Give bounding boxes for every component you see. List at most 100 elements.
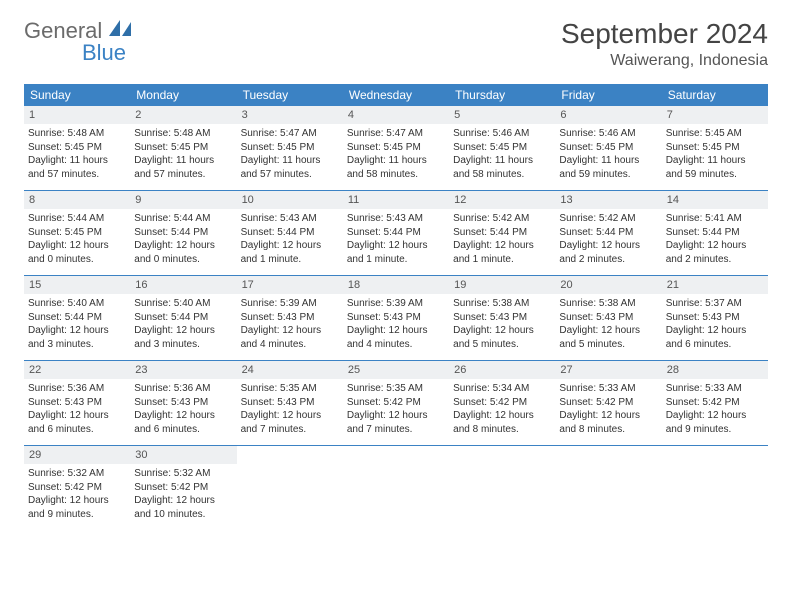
calendar-day-cell: 10Sunrise: 5:43 AMSunset: 5:44 PMDayligh… [237, 191, 343, 275]
daylight-line: Daylight: 12 hours and 7 minutes. [241, 409, 339, 436]
daylight-line: Daylight: 11 hours and 57 minutes. [241, 154, 339, 181]
sunset-line: Sunset: 5:44 PM [241, 226, 339, 240]
month-title: September 2024 [561, 18, 768, 50]
calendar-week: 15Sunrise: 5:40 AMSunset: 5:44 PMDayligh… [24, 276, 768, 361]
weekday-header-row: SundayMondayTuesdayWednesdayThursdayFrid… [24, 84, 768, 106]
sunset-line: Sunset: 5:43 PM [666, 311, 764, 325]
location-label: Waiwerang, Indonesia [561, 52, 768, 70]
calendar-day-cell: 13Sunrise: 5:42 AMSunset: 5:44 PMDayligh… [555, 191, 661, 275]
daylight-line: Daylight: 11 hours and 57 minutes. [134, 154, 232, 181]
day-number: 15 [24, 276, 130, 294]
calendar-day-cell: 21Sunrise: 5:37 AMSunset: 5:43 PMDayligh… [662, 276, 768, 360]
sunrise-line: Sunrise: 5:46 AM [453, 127, 551, 141]
calendar-day-cell: 1 Sunrise: 5:48 AMSunset: 5:45 PMDaylight… [24, 106, 130, 190]
daylight-line: Daylight: 12 hours and 3 minutes. [134, 324, 232, 351]
sunset-line: Sunset: 5:42 PM [666, 396, 764, 410]
calendar-day-cell: 27Sunrise: 5:33 AMSunset: 5:42 PMDayligh… [555, 361, 661, 445]
sunrise-line: Sunrise: 5:48 AM [134, 127, 232, 141]
calendar-day-cell: 2Sunrise: 5:48 AMSunset: 5:45 PMDaylight… [130, 106, 236, 190]
sunrise-line: Sunrise: 5:32 AM [134, 467, 232, 481]
day-number: 6 [555, 106, 661, 124]
day-number: 24 [237, 361, 343, 379]
day-number: 9 [130, 191, 236, 209]
calendar-day-cell: 4Sunrise: 5:47 AMSunset: 5:45 PMDaylight… [343, 106, 449, 190]
sunrise-line: Sunrise: 5:34 AM [453, 382, 551, 396]
daylight-line: Daylight: 12 hours and 6 minutes. [666, 324, 764, 351]
daylight-line: Daylight: 12 hours and 9 minutes. [28, 494, 126, 521]
day-number: 4 [343, 106, 449, 124]
daylight-line: Daylight: 11 hours and 59 minutes. [666, 154, 764, 181]
sunset-line: Sunset: 5:44 PM [28, 311, 126, 325]
calendar-day-cell: 5Sunrise: 5:46 AMSunset: 5:45 PMDaylight… [449, 106, 555, 190]
calendar-day-cell [449, 446, 555, 530]
day-number: 17 [237, 276, 343, 294]
sunrise-line: Sunrise: 5:40 AM [28, 297, 126, 311]
calendar-day-cell [555, 446, 661, 530]
day-number: 1 [24, 106, 130, 124]
sunrise-line: Sunrise: 5:48 AM [28, 127, 126, 141]
daylight-line: Daylight: 12 hours and 2 minutes. [666, 239, 764, 266]
calendar-day-cell: 18Sunrise: 5:39 AMSunset: 5:43 PMDayligh… [343, 276, 449, 360]
day-number: 28 [662, 361, 768, 379]
sunset-line: Sunset: 5:43 PM [241, 396, 339, 410]
calendar-day-cell [662, 446, 768, 530]
day-number: 5 [449, 106, 555, 124]
daylight-line: Daylight: 12 hours and 8 minutes. [559, 409, 657, 436]
day-number: 20 [555, 276, 661, 294]
calendar-day-cell: 23Sunrise: 5:36 AMSunset: 5:43 PMDayligh… [130, 361, 236, 445]
sunrise-line: Sunrise: 5:38 AM [453, 297, 551, 311]
calendar-day-cell: 19Sunrise: 5:38 AMSunset: 5:43 PMDayligh… [449, 276, 555, 360]
sunset-line: Sunset: 5:45 PM [241, 141, 339, 155]
sunset-line: Sunset: 5:43 PM [347, 311, 445, 325]
sunset-line: Sunset: 5:45 PM [453, 141, 551, 155]
calendar-day-cell: 24Sunrise: 5:35 AMSunset: 5:43 PMDayligh… [237, 361, 343, 445]
daylight-line: Daylight: 12 hours and 5 minutes. [453, 324, 551, 351]
title-block: September 2024 Waiwerang, Indonesia [561, 18, 768, 70]
calendar-day-cell: 20Sunrise: 5:38 AMSunset: 5:43 PMDayligh… [555, 276, 661, 360]
sunset-line: Sunset: 5:43 PM [134, 396, 232, 410]
header: General Blue September 2024 Waiwerang, I… [24, 18, 768, 70]
sunrise-line: Sunrise: 5:42 AM [453, 212, 551, 226]
day-number: 14 [662, 191, 768, 209]
sunset-line: Sunset: 5:42 PM [559, 396, 657, 410]
sunset-line: Sunset: 5:44 PM [347, 226, 445, 240]
daylight-line: Daylight: 11 hours and 57 minutes. [28, 154, 126, 181]
calendar-week: 8Sunrise: 5:44 AMSunset: 5:45 PMDaylight… [24, 191, 768, 276]
daylight-line: Daylight: 12 hours and 4 minutes. [241, 324, 339, 351]
weekday-header: Wednesday [343, 84, 449, 106]
sunrise-line: Sunrise: 5:39 AM [241, 297, 339, 311]
sunset-line: Sunset: 5:45 PM [666, 141, 764, 155]
daylight-line: Daylight: 12 hours and 1 minute. [347, 239, 445, 266]
sunrise-line: Sunrise: 5:33 AM [559, 382, 657, 396]
sunrise-line: Sunrise: 5:35 AM [347, 382, 445, 396]
sunset-line: Sunset: 5:45 PM [28, 141, 126, 155]
sunrise-line: Sunrise: 5:33 AM [666, 382, 764, 396]
daylight-line: Daylight: 12 hours and 0 minutes. [28, 239, 126, 266]
calendar-day-cell: 7Sunrise: 5:45 AMSunset: 5:45 PMDaylight… [662, 106, 768, 190]
sunset-line: Sunset: 5:43 PM [559, 311, 657, 325]
calendar-day-cell [343, 446, 449, 530]
daylight-line: Daylight: 12 hours and 3 minutes. [28, 324, 126, 351]
sunset-line: Sunset: 5:42 PM [28, 481, 126, 495]
sunset-line: Sunset: 5:42 PM [347, 396, 445, 410]
calendar-week: 22Sunrise: 5:36 AMSunset: 5:43 PMDayligh… [24, 361, 768, 446]
calendar-day-cell: 22Sunrise: 5:36 AMSunset: 5:43 PMDayligh… [24, 361, 130, 445]
calendar-day-cell: 14 Sunrise: 5:41 AMSunset: 5:44 PMDayligh… [662, 191, 768, 275]
sunrise-line: Sunrise: 5:46 AM [559, 127, 657, 141]
weekday-header: Thursday [449, 84, 555, 106]
sunrise-line: Sunrise: 5:47 AM [241, 127, 339, 141]
day-number: 16 [130, 276, 236, 294]
day-number: 30 [130, 446, 236, 464]
sunset-line: Sunset: 5:44 PM [666, 226, 764, 240]
daylight-line: Daylight: 12 hours and 9 minutes. [666, 409, 764, 436]
sunset-line: Sunset: 5:45 PM [559, 141, 657, 155]
day-number: 8 [24, 191, 130, 209]
calendar-day-cell: 8Sunrise: 5:44 AMSunset: 5:45 PMDaylight… [24, 191, 130, 275]
day-number: 11 [343, 191, 449, 209]
day-number: 29 [24, 446, 130, 464]
calendar-day-cell: 26Sunrise: 5:34 AMSunset: 5:42 PMDayligh… [449, 361, 555, 445]
calendar-day-cell: 29Sunrise: 5:32 AMSunset: 5:42 PMDayligh… [24, 446, 130, 530]
sunrise-line: Sunrise: 5:41 AM [666, 212, 764, 226]
calendar-day-cell: 28 Sunrise: 5:33 AMSunset: 5:42 PMDayligh… [662, 361, 768, 445]
sunrise-line: Sunrise: 5:40 AM [134, 297, 232, 311]
